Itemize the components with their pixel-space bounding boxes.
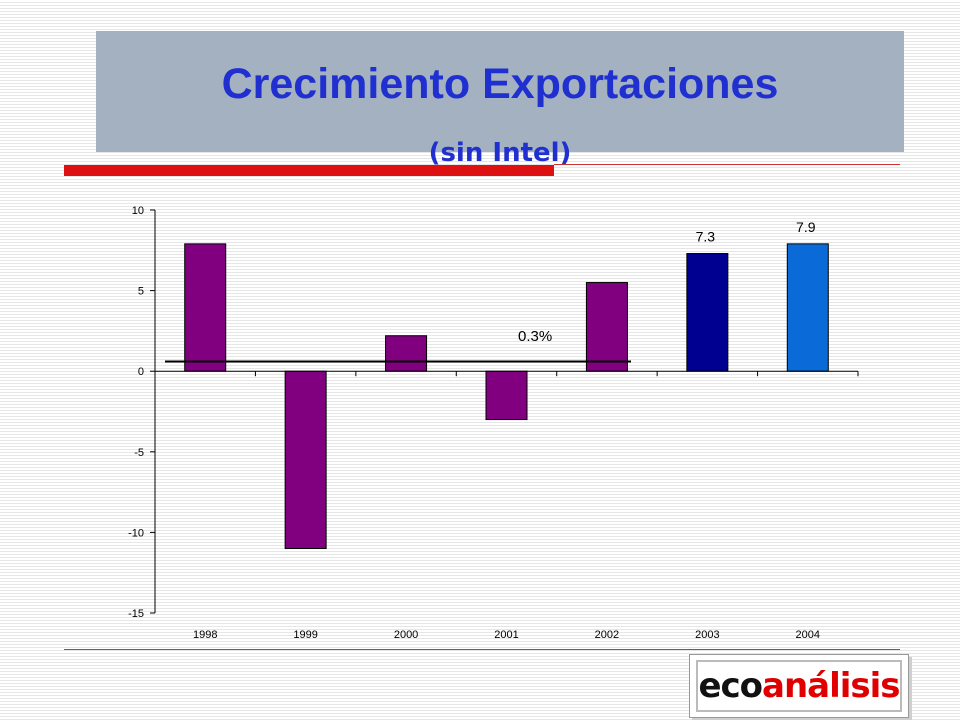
logo-text: ecoanálisis	[698, 666, 900, 706]
accent-red-bar	[64, 165, 554, 176]
bar-1998	[184, 243, 227, 372]
ecoanalisis-logo: ecoanálisis	[689, 654, 909, 718]
data-label-2003: 7.3	[696, 229, 716, 245]
average-reference-label: 0.3%	[518, 328, 552, 345]
x-tick-label: 2004	[796, 629, 820, 641]
data-label-2004: 7.9	[796, 219, 816, 235]
bar-2002	[585, 282, 628, 372]
accent-red-line-bottom	[64, 649, 900, 650]
y-tick-label: 10	[132, 205, 144, 217]
x-tick-label: 1999	[293, 629, 317, 641]
bar-1999	[284, 370, 327, 550]
bar-2004	[786, 243, 829, 372]
page-title: Crecimiento Exportaciones	[221, 60, 779, 108]
x-tick-label: 2003	[695, 629, 719, 641]
y-tick-label: -5	[134, 447, 144, 459]
title-box: Crecimiento Exportaciones (sin Intel)	[96, 31, 904, 168]
logo-frame: ecoanálisis	[696, 660, 902, 712]
accent-red-line-top	[554, 164, 900, 165]
page-subtitle: (sin Intel)	[428, 138, 572, 168]
x-tick-label: 2002	[595, 629, 619, 641]
bar-2001	[485, 370, 528, 421]
bar-2003	[686, 253, 729, 372]
bar-2000	[385, 335, 428, 372]
logo-text-eco: eco	[698, 666, 763, 706]
y-tick-label: -15	[128, 608, 144, 620]
y-tick-label: -10	[128, 527, 144, 539]
x-tick-label: 1998	[193, 629, 217, 641]
y-tick-label: 5	[138, 286, 144, 298]
x-tick-label: 2001	[494, 629, 518, 641]
x-tick-label: 2000	[394, 629, 418, 641]
logo-text-analisis: análisis	[762, 666, 900, 706]
y-tick-label: 0	[138, 366, 144, 378]
